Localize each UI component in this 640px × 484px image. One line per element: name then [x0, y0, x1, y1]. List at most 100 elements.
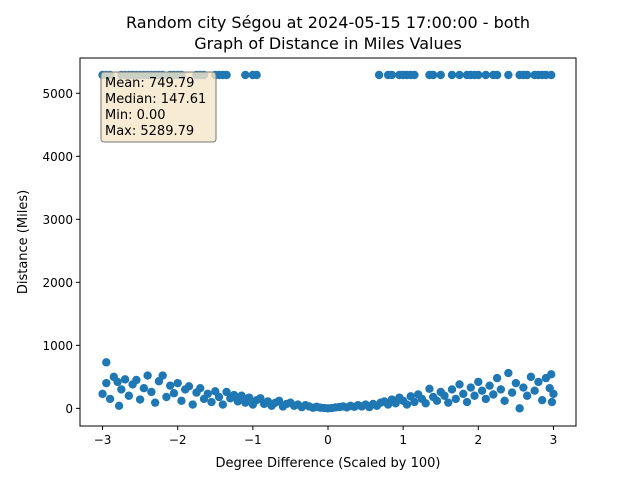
- x-tick-label: −2: [169, 433, 187, 447]
- data-point: [218, 400, 227, 409]
- data-point: [530, 386, 539, 395]
- y-tick-label: 3000: [42, 213, 73, 227]
- data-point: [229, 390, 239, 400]
- y-tick-label: 4000: [42, 150, 73, 164]
- data-point: [522, 391, 532, 400]
- data-point: [188, 400, 197, 409]
- y-tick-label: 1000: [42, 339, 73, 353]
- data-point: [184, 382, 194, 391]
- data-point: [102, 378, 111, 388]
- chart-title-line-2: Graph of Distance in Miles Values: [194, 34, 462, 53]
- data-point-high: [481, 70, 491, 80]
- data-point-high: [492, 70, 502, 80]
- data-point: [402, 400, 412, 409]
- data-point-high: [410, 70, 419, 80]
- data-point: [455, 380, 464, 389]
- data-point: [504, 368, 513, 378]
- x-tick-label: −3: [94, 433, 112, 447]
- data-point: [147, 387, 156, 397]
- chart-title-line-1: Random city Ségou at 2024-05-15 17:00:00…: [126, 13, 530, 32]
- y-axis-label: Distance (Miles): [16, 190, 31, 294]
- data-point: [102, 358, 111, 367]
- data-points: [98, 70, 558, 413]
- data-point-high: [222, 70, 231, 80]
- x-tick-label: −1: [244, 433, 262, 447]
- y-tick-label: 0: [65, 402, 73, 416]
- data-point: [132, 375, 141, 385]
- stats-min: Min: 0.00: [105, 108, 166, 123]
- data-point: [207, 397, 216, 407]
- data-point: [177, 396, 186, 405]
- data-point: [470, 391, 479, 400]
- stats-max: Max: 5289.79: [105, 124, 194, 139]
- data-point: [537, 395, 547, 405]
- data-point: [113, 377, 122, 387]
- x-tick-label: 1: [399, 433, 407, 447]
- data-point: [222, 387, 231, 397]
- data-point: [466, 383, 475, 392]
- x-axis-label: Degree Difference (Scaled by 100): [216, 456, 441, 471]
- data-point: [105, 394, 115, 404]
- data-point: [474, 377, 483, 387]
- data-point-high: [374, 70, 384, 80]
- data-point: [534, 377, 543, 387]
- data-point-high: [447, 70, 457, 80]
- data-point: [203, 389, 212, 399]
- data-point-high: [547, 70, 556, 80]
- stats-mean: Mean: 749.79: [105, 76, 194, 91]
- stats-box: Mean: 749.79 Median: 147.61 Min: 0.00 Ma…: [100, 71, 217, 143]
- y-tick-label: 2000: [42, 276, 73, 290]
- data-point: [526, 372, 536, 382]
- data-point: [489, 390, 498, 399]
- data-point: [500, 396, 509, 405]
- data-point: [432, 396, 442, 405]
- data-point: [143, 371, 152, 380]
- data-point: [447, 385, 457, 394]
- data-point-high: [455, 70, 464, 80]
- x-axis-ticks: −3 −2 −1 0 1 2 3: [94, 426, 558, 447]
- data-point: [117, 385, 126, 394]
- data-point: [511, 378, 521, 388]
- data-point: [120, 375, 130, 384]
- data-point: [173, 378, 182, 388]
- data-point: [440, 391, 449, 400]
- y-axis-ticks: 0 1000 2000 3000 4000 5000: [42, 87, 80, 416]
- data-point-high: [504, 70, 513, 80]
- data-point-high: [436, 70, 445, 80]
- data-point: [196, 383, 205, 393]
- data-point: [169, 389, 179, 398]
- data-point-high: [429, 70, 438, 80]
- data-point-high: [387, 70, 397, 80]
- data-point: [477, 386, 487, 395]
- y-tick-label: 5000: [42, 87, 73, 101]
- data-point-high: [522, 70, 532, 80]
- data-point: [481, 394, 491, 404]
- data-point: [496, 385, 506, 394]
- data-point: [135, 395, 145, 404]
- stats-median: Median: 147.61: [105, 92, 206, 107]
- data-point: [114, 401, 124, 411]
- data-point: [124, 391, 134, 400]
- x-tick-label: 0: [324, 433, 332, 447]
- data-point: [451, 394, 460, 404]
- data-point: [150, 398, 160, 407]
- data-point: [549, 389, 558, 399]
- data-point: [425, 384, 434, 394]
- data-point: [492, 373, 502, 383]
- data-point-high: [241, 70, 250, 80]
- data-point: [462, 397, 472, 407]
- data-point: [214, 392, 224, 402]
- x-tick-label: 3: [550, 433, 558, 447]
- data-point: [444, 398, 453, 407]
- data-point-high: [474, 70, 483, 80]
- data-point: [244, 393, 254, 402]
- data-point: [158, 371, 167, 380]
- data-point: [485, 381, 494, 390]
- data-point: [547, 370, 556, 379]
- data-point: [410, 397, 419, 407]
- data-point: [139, 383, 149, 393]
- data-point: [165, 381, 175, 390]
- data-point: [459, 389, 468, 399]
